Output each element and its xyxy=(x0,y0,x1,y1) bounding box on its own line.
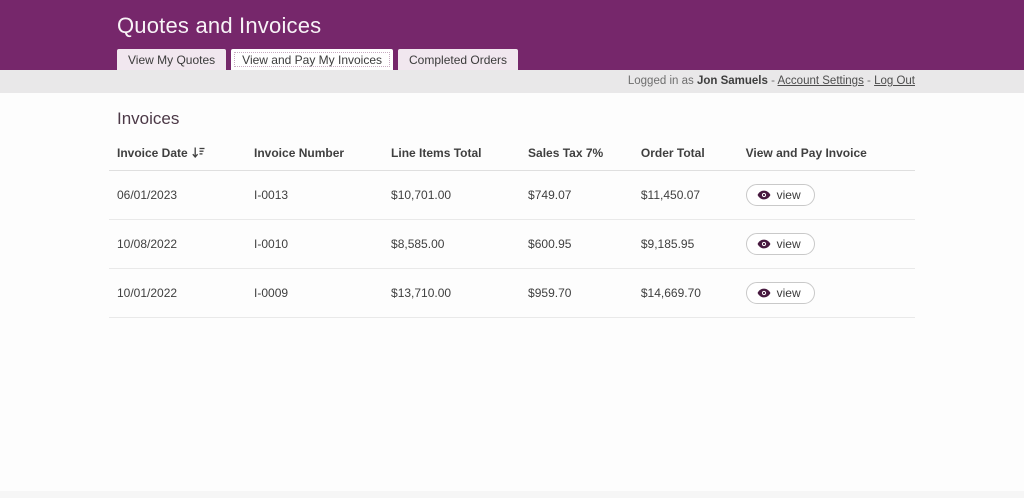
main-content: Invoices Invoice Date Invoice Number Lin… xyxy=(0,109,1024,318)
invoices-tbody: 06/01/2023 I-0013 $10,701.00 $749.07 $11… xyxy=(109,170,915,318)
user-bar: Logged in as Jon Samuels - Account Setti… xyxy=(0,70,1024,93)
eye-icon xyxy=(757,239,771,249)
table-row: 06/01/2023 I-0013 $10,701.00 $749.07 $11… xyxy=(109,170,915,220)
cell-sales-tax: $749.07 xyxy=(520,170,633,220)
cell-line-items-total: $10,701.00 xyxy=(383,170,521,220)
invoices-table: Invoice Date Invoice Number Line Items T… xyxy=(109,138,915,318)
cell-line-items-total: $8,585.00 xyxy=(383,219,521,269)
col-line-items-total: Line Items Total xyxy=(383,138,521,171)
col-order-total: Order Total xyxy=(632,138,738,171)
cell-action: view xyxy=(737,170,915,220)
cell-order-total: $14,669.70 xyxy=(632,268,738,318)
col-invoice-number: Invoice Number xyxy=(246,138,384,171)
view-button-label: view xyxy=(776,286,801,300)
table-row: 10/08/2022 I-0010 $8,585.00 $600.95 $9,1… xyxy=(109,219,915,269)
footer-strip xyxy=(0,491,1024,498)
cell-invoice-number: I-0010 xyxy=(246,219,384,269)
table-row: 10/01/2022 I-0009 $13,710.00 $959.70 $14… xyxy=(109,268,915,318)
col-invoice-date-label: Invoice Date xyxy=(117,146,188,160)
cell-invoice-date: 10/01/2022 xyxy=(109,268,247,318)
cell-sales-tax: $959.70 xyxy=(520,268,633,318)
eye-icon xyxy=(757,288,771,298)
cell-line-items-total: $13,710.00 xyxy=(383,268,521,318)
cell-invoice-date: 10/08/2022 xyxy=(109,219,247,269)
separator: - xyxy=(867,75,871,87)
tab-bar: View My Quotes View and Pay My Invoices … xyxy=(117,49,519,70)
log-out-link[interactable]: Log Out xyxy=(874,75,915,87)
col-invoice-date[interactable]: Invoice Date xyxy=(109,138,247,171)
cell-order-total: $11,450.07 xyxy=(632,170,738,220)
section-heading: Invoices xyxy=(117,109,180,128)
cell-invoice-date: 06/01/2023 xyxy=(109,170,247,220)
logged-in-label: Logged in as xyxy=(627,75,694,87)
eye-icon xyxy=(757,190,771,200)
tab[interactable]: Completed Orders xyxy=(398,49,519,70)
view-invoice-button[interactable]: view xyxy=(745,233,815,255)
table-header-row: Invoice Date Invoice Number Line Items T… xyxy=(109,138,915,171)
app-header: Quotes and Invoices View My Quotes View … xyxy=(0,0,1024,70)
view-invoice-button[interactable]: view xyxy=(745,184,815,206)
cell-action: view xyxy=(737,268,915,318)
separator: - xyxy=(771,75,775,87)
account-settings-link[interactable]: Account Settings xyxy=(777,75,864,87)
tab[interactable]: View and Pay My Invoices xyxy=(231,49,394,70)
username: Jon Samuels xyxy=(696,75,768,87)
cell-sales-tax: $600.95 xyxy=(520,219,633,269)
cell-invoice-number: I-0013 xyxy=(246,170,384,220)
tab[interactable]: View My Quotes xyxy=(117,49,227,70)
view-button-label: view xyxy=(776,188,801,202)
cell-action: view xyxy=(737,219,915,269)
col-view-and-pay: View and Pay Invoice xyxy=(737,138,915,171)
view-button-label: view xyxy=(776,237,801,251)
cell-invoice-number: I-0009 xyxy=(246,268,384,318)
page-title: Quotes and Invoices xyxy=(117,13,322,38)
sort-descending-icon xyxy=(192,147,205,158)
cell-order-total: $9,185.95 xyxy=(632,219,738,269)
view-invoice-button[interactable]: view xyxy=(745,282,815,304)
col-sales-tax: Sales Tax 7% xyxy=(520,138,633,171)
